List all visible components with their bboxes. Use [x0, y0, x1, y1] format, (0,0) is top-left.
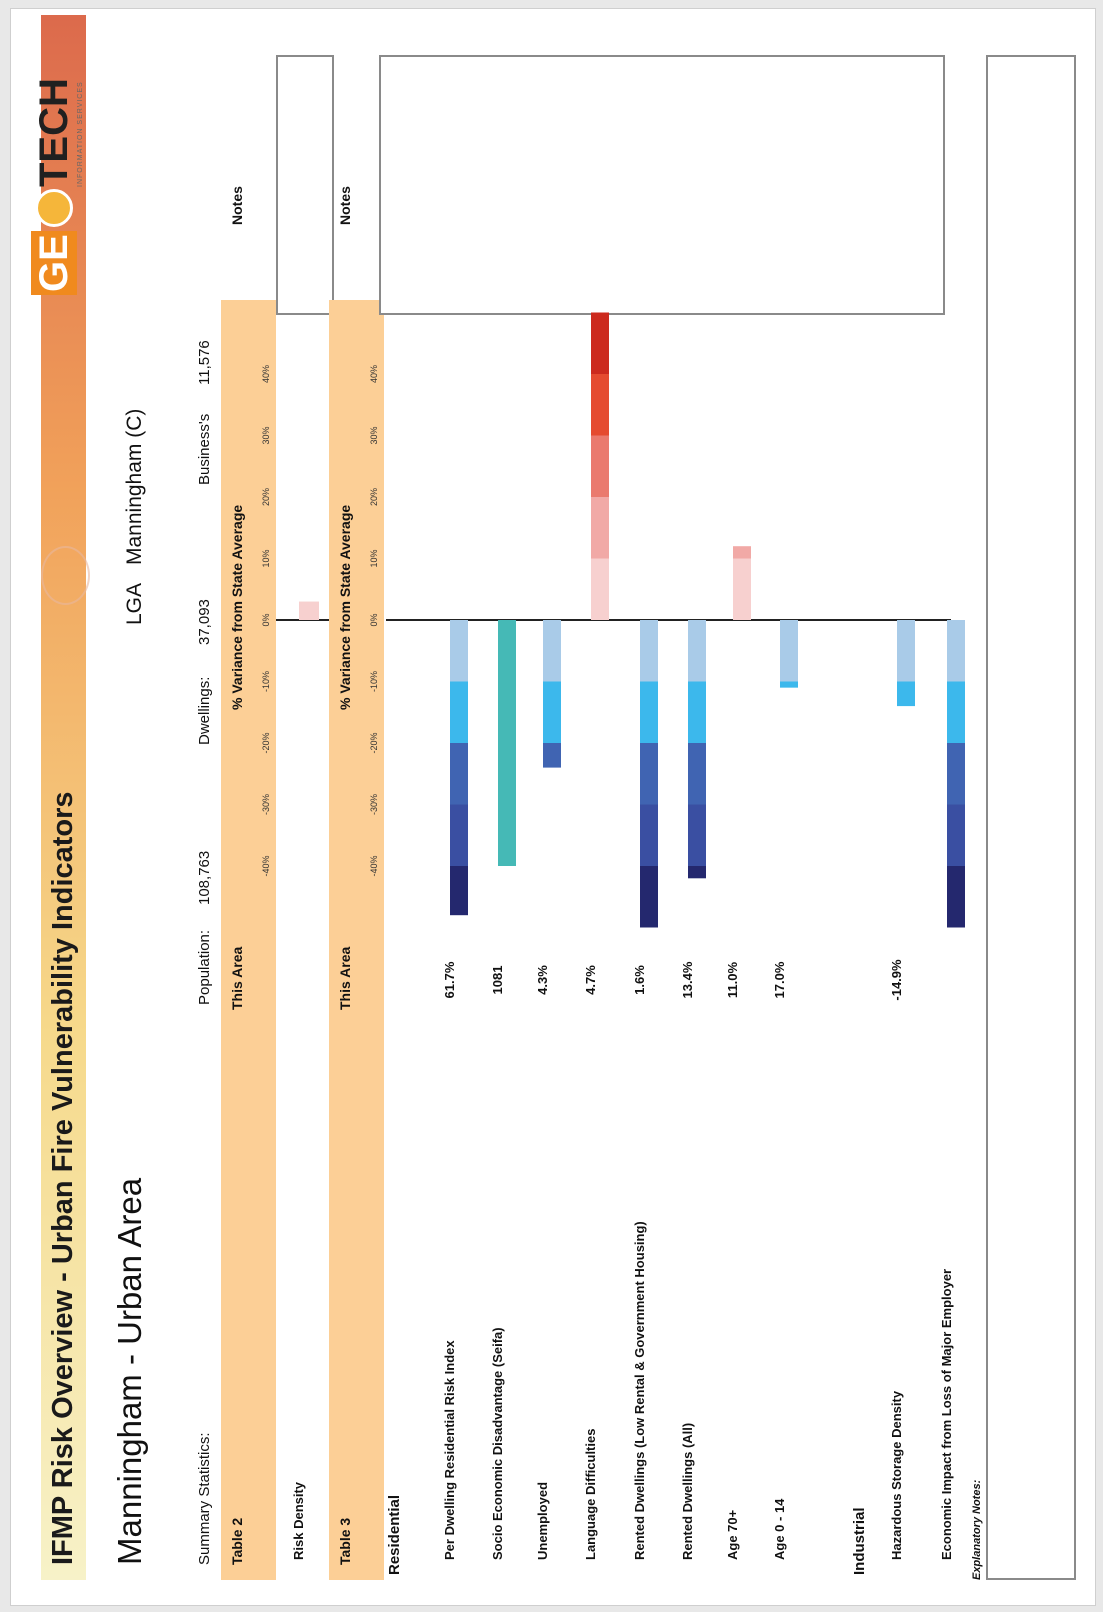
tick-label: -10%	[369, 670, 379, 693]
report-canvas: IFMP Risk Overview - Urban Fire Vulnerab…	[11, 9, 1095, 1605]
bar-segment	[947, 620, 965, 682]
bar-segment	[897, 620, 915, 682]
bar-segment	[688, 865, 706, 879]
explanatory-notes-label: Explanatory Notes:	[971, 1479, 983, 1580]
tick-label: 30%	[369, 426, 379, 445]
bar-segment	[498, 620, 516, 682]
bar-segment	[733, 558, 751, 620]
bar-segment	[947, 804, 965, 866]
bar-segment	[688, 804, 706, 866]
tick-label: 0%	[369, 613, 379, 627]
bar-segment	[640, 743, 658, 805]
bar-segment	[640, 866, 658, 928]
bar-segment	[450, 866, 468, 916]
bar-segment	[498, 743, 516, 805]
bar-segment	[591, 497, 609, 559]
bar-segment	[733, 546, 751, 559]
bar-segment	[498, 681, 516, 743]
tick-label: 10%	[369, 549, 379, 568]
tick-label: -40%	[261, 855, 271, 877]
tick-label: 0%	[261, 613, 271, 627]
tick-label: -20%	[369, 732, 379, 754]
bar-segment	[780, 681, 798, 688]
bar-segment	[897, 681, 915, 707]
bar-segment	[299, 601, 319, 620]
bar-segment	[780, 620, 798, 682]
bar-segment	[450, 620, 468, 682]
tick-label: -20%	[261, 732, 271, 754]
tick-label: 40%	[369, 364, 379, 384]
variance-chart	[276, 312, 965, 928]
tick-label: 30%	[261, 426, 271, 445]
tick-label: 10%	[261, 549, 271, 568]
bar-segment	[450, 804, 468, 866]
tick-label: -30%	[369, 793, 379, 816]
bar-segment	[591, 558, 609, 620]
bar-segment	[947, 866, 965, 928]
bar-segment	[591, 312, 609, 374]
bar-segment	[688, 620, 706, 682]
bar-segment	[591, 374, 609, 436]
bar-segment	[543, 681, 561, 743]
report-page: IFMP Risk Overview - Urban Fire Vulnerab…	[10, 8, 1096, 1606]
bar-segment	[688, 681, 706, 743]
bar-segment	[543, 620, 561, 682]
bar-segment	[591, 435, 609, 497]
bar-segment	[498, 804, 516, 866]
tick-label: -10%	[261, 670, 271, 693]
bar-segment	[688, 743, 706, 805]
bar-segment	[450, 681, 468, 743]
tick-label: -40%	[369, 855, 379, 877]
bar-segment	[640, 681, 658, 743]
bar-segment	[543, 742, 561, 768]
tick-label: 40%	[261, 364, 271, 384]
bar-segment	[947, 681, 965, 743]
bar-segment	[947, 743, 965, 805]
bar-segment	[450, 743, 468, 805]
tick-label: -30%	[261, 793, 271, 816]
bar-segment	[640, 804, 658, 866]
tick-label: 20%	[261, 487, 271, 507]
explanatory-notes-box[interactable]	[986, 55, 1076, 1580]
tick-label: 20%	[369, 487, 379, 507]
bar-segment	[640, 620, 658, 682]
